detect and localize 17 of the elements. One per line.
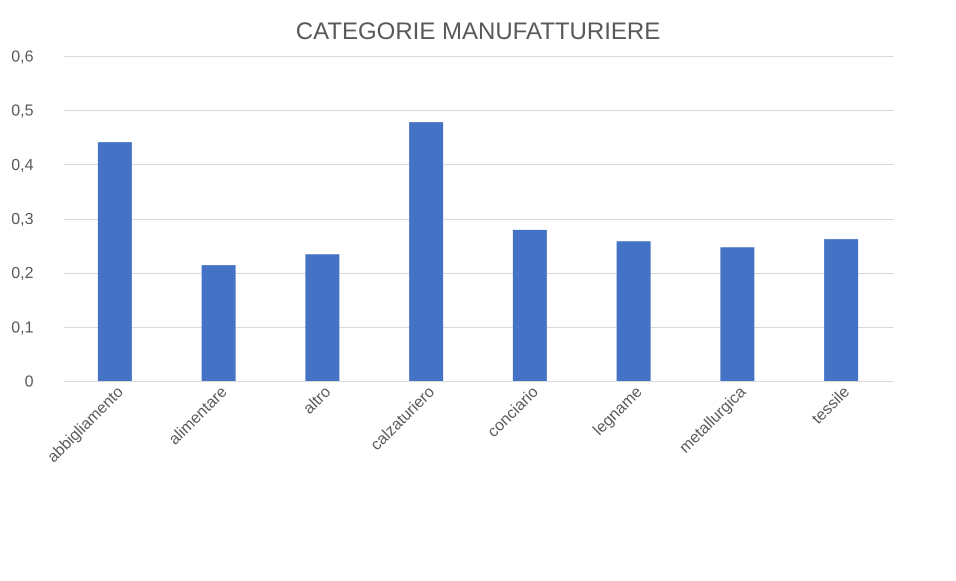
y-tick-label: 0,2 (11, 265, 34, 282)
y-tick-label: 0,4 (11, 156, 34, 174)
y-tick-label: 0,1 (11, 319, 34, 336)
y-tick-label: 0,3 (11, 211, 34, 228)
bar (824, 239, 858, 381)
bar (720, 247, 754, 381)
y-tick-label: 0,5 (11, 102, 34, 120)
y-tick-label: 0,6 (11, 48, 34, 66)
bar (512, 230, 547, 381)
chart-title: CATEGORIE MANUFATTURIERE (296, 18, 660, 45)
bar (305, 254, 340, 381)
y-tick-label: 0 (24, 374, 34, 390)
bar (616, 241, 651, 381)
bar (409, 122, 444, 381)
x-tick-label: altro (300, 383, 334, 418)
bar (202, 265, 236, 381)
bar (98, 142, 132, 381)
